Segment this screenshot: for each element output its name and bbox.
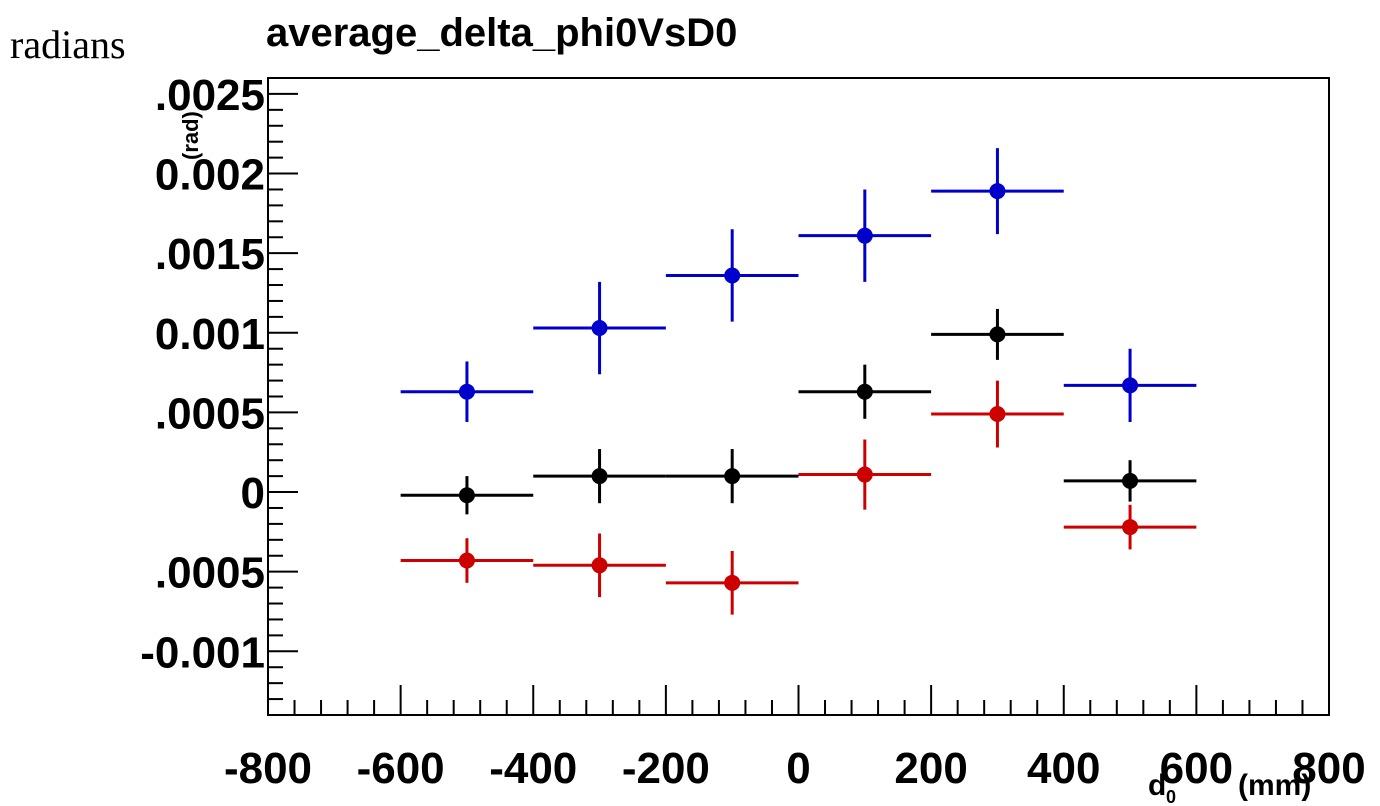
data-point (724, 267, 741, 284)
data-point (989, 183, 1006, 200)
data-point (1122, 519, 1139, 536)
x-tick-label: 0 (786, 744, 810, 793)
y-axis-label-fragment: (rad) (178, 111, 203, 160)
x-axis-label: d 0 (mm) (1148, 769, 1311, 806)
data-point (591, 320, 608, 337)
series-1 (400, 308, 1197, 515)
y-axis-ticks (268, 77, 298, 716)
data-point (989, 326, 1006, 343)
y-tick-label: .0005 (155, 549, 265, 598)
y-tick-label: -0.001 (140, 628, 265, 677)
y-axis-tick-labels: -0.001 .0005 0 .0005 0.001 .0015 0.002 .0025 (140, 71, 265, 677)
x-axis-ticks (267, 685, 1330, 715)
x-tick-label: -600 (357, 744, 445, 793)
y-tick-label: 0.001 (155, 310, 265, 359)
data-point (989, 406, 1006, 423)
x-tick-label: 800 (1292, 744, 1365, 793)
chart-title: average_delta_phi0VsD0 (266, 11, 737, 55)
data-point (856, 466, 873, 483)
x-tick-label: 600 (1160, 744, 1233, 793)
x-axis-subscript: 0 (1166, 787, 1176, 806)
data-point (591, 468, 608, 485)
x-axis-tick-labels: -800 -600 -400 -200 0 200 400 600 800 (224, 744, 1366, 793)
x-axis-symbol: d (1148, 769, 1166, 802)
data-point (724, 574, 741, 591)
y-tick-label: .0015 (155, 230, 265, 279)
y-tick-label: .0005 (155, 389, 265, 438)
y-tick-label: .0025 (155, 71, 265, 120)
data-point (856, 383, 873, 400)
data-point (1122, 377, 1139, 394)
y-tick-label: 0.002 (155, 151, 265, 200)
data-point (724, 468, 741, 485)
x-tick-label: -200 (622, 744, 710, 793)
y-tick-label: 0 (241, 469, 265, 518)
x-tick-label: -800 (224, 744, 312, 793)
data-series (400, 148, 1197, 615)
side-label-radians: radians (10, 22, 126, 67)
data-point (458, 552, 475, 569)
x-axis-unit: (mm) (1238, 769, 1311, 802)
x-tick-label: -400 (489, 744, 577, 793)
x-tick-label: 400 (1027, 744, 1100, 793)
data-point (458, 487, 475, 504)
data-point (458, 383, 475, 400)
plot-frame (267, 77, 1330, 716)
series-2 (400, 380, 1197, 615)
data-point (591, 557, 608, 574)
data-point (856, 227, 873, 244)
data-point (1122, 472, 1139, 489)
x-tick-label: 200 (894, 744, 967, 793)
series-0 (400, 148, 1197, 422)
